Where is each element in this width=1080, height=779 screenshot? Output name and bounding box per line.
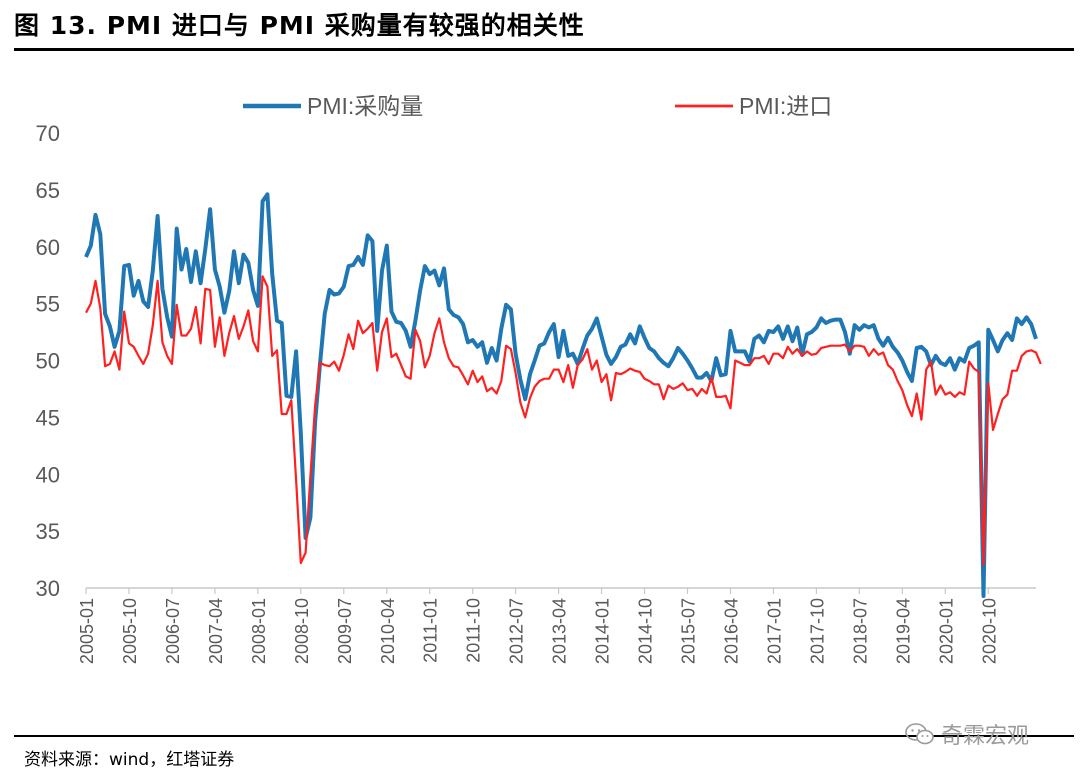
- x-tick-label: 2013-04: [550, 598, 570, 664]
- x-tick-label: 2008-10: [292, 598, 312, 664]
- y-tick-label: 35: [36, 519, 60, 544]
- x-tick-label: 2018-07: [850, 598, 870, 664]
- x-tick-label: 2012-07: [507, 598, 527, 664]
- series-line-1: [84, 192, 1038, 598]
- x-tick-label: 2008-01: [249, 598, 269, 664]
- x-tick-label: 2020-01: [936, 598, 956, 664]
- x-tick-label: 2016-04: [721, 598, 741, 664]
- x-tick-label: 2011-10: [464, 598, 484, 663]
- x-tick-label: 2011-01: [421, 598, 441, 663]
- legend-label: PMI:进口: [739, 93, 832, 119]
- x-tick-label: 2014-10: [636, 598, 656, 664]
- x-tick-label: 2017-10: [807, 598, 827, 664]
- figure-title: 图 13. PMI 进口与 PMI 采购量有较强的相关性: [14, 11, 585, 40]
- y-tick-label: 40: [36, 462, 60, 487]
- source-divider: [14, 735, 1074, 737]
- x-tick-label: 2005-10: [120, 598, 140, 664]
- y-tick-label: 55: [36, 292, 60, 317]
- legend-label: PMI:采购量: [307, 93, 423, 119]
- y-tick-label: 60: [36, 235, 60, 260]
- x-tick-label: 2006-07: [163, 598, 183, 664]
- x-tick-label: 2007-04: [206, 598, 226, 664]
- y-tick-label: 45: [36, 405, 60, 430]
- x-tick-label: 2009-07: [335, 598, 355, 664]
- x-tick-label: 2014-01: [593, 598, 613, 664]
- x-tick-label: 2020-10: [979, 598, 999, 664]
- watermark: 奇霖宏观: [905, 718, 1029, 750]
- y-tick-label: 30: [36, 576, 60, 601]
- source-note: 资料来源：wind，红塔证券: [24, 750, 235, 770]
- title-divider: [14, 48, 1074, 51]
- y-tick-label: 50: [36, 349, 60, 374]
- x-tick-label: 2010-04: [378, 598, 398, 664]
- y-tick-label: 70: [36, 121, 60, 146]
- y-tick-label: 65: [36, 178, 60, 203]
- x-tick-label: 2005-01: [77, 598, 97, 664]
- x-tick-label: 2017-01: [764, 598, 784, 664]
- x-tick-label: 2015-07: [679, 598, 699, 664]
- watermark-text: 奇霖宏观: [941, 724, 1030, 749]
- wechat-icon: [905, 723, 934, 745]
- series-line-2: [85, 275, 1042, 567]
- x-tick-label: 2019-04: [893, 598, 913, 664]
